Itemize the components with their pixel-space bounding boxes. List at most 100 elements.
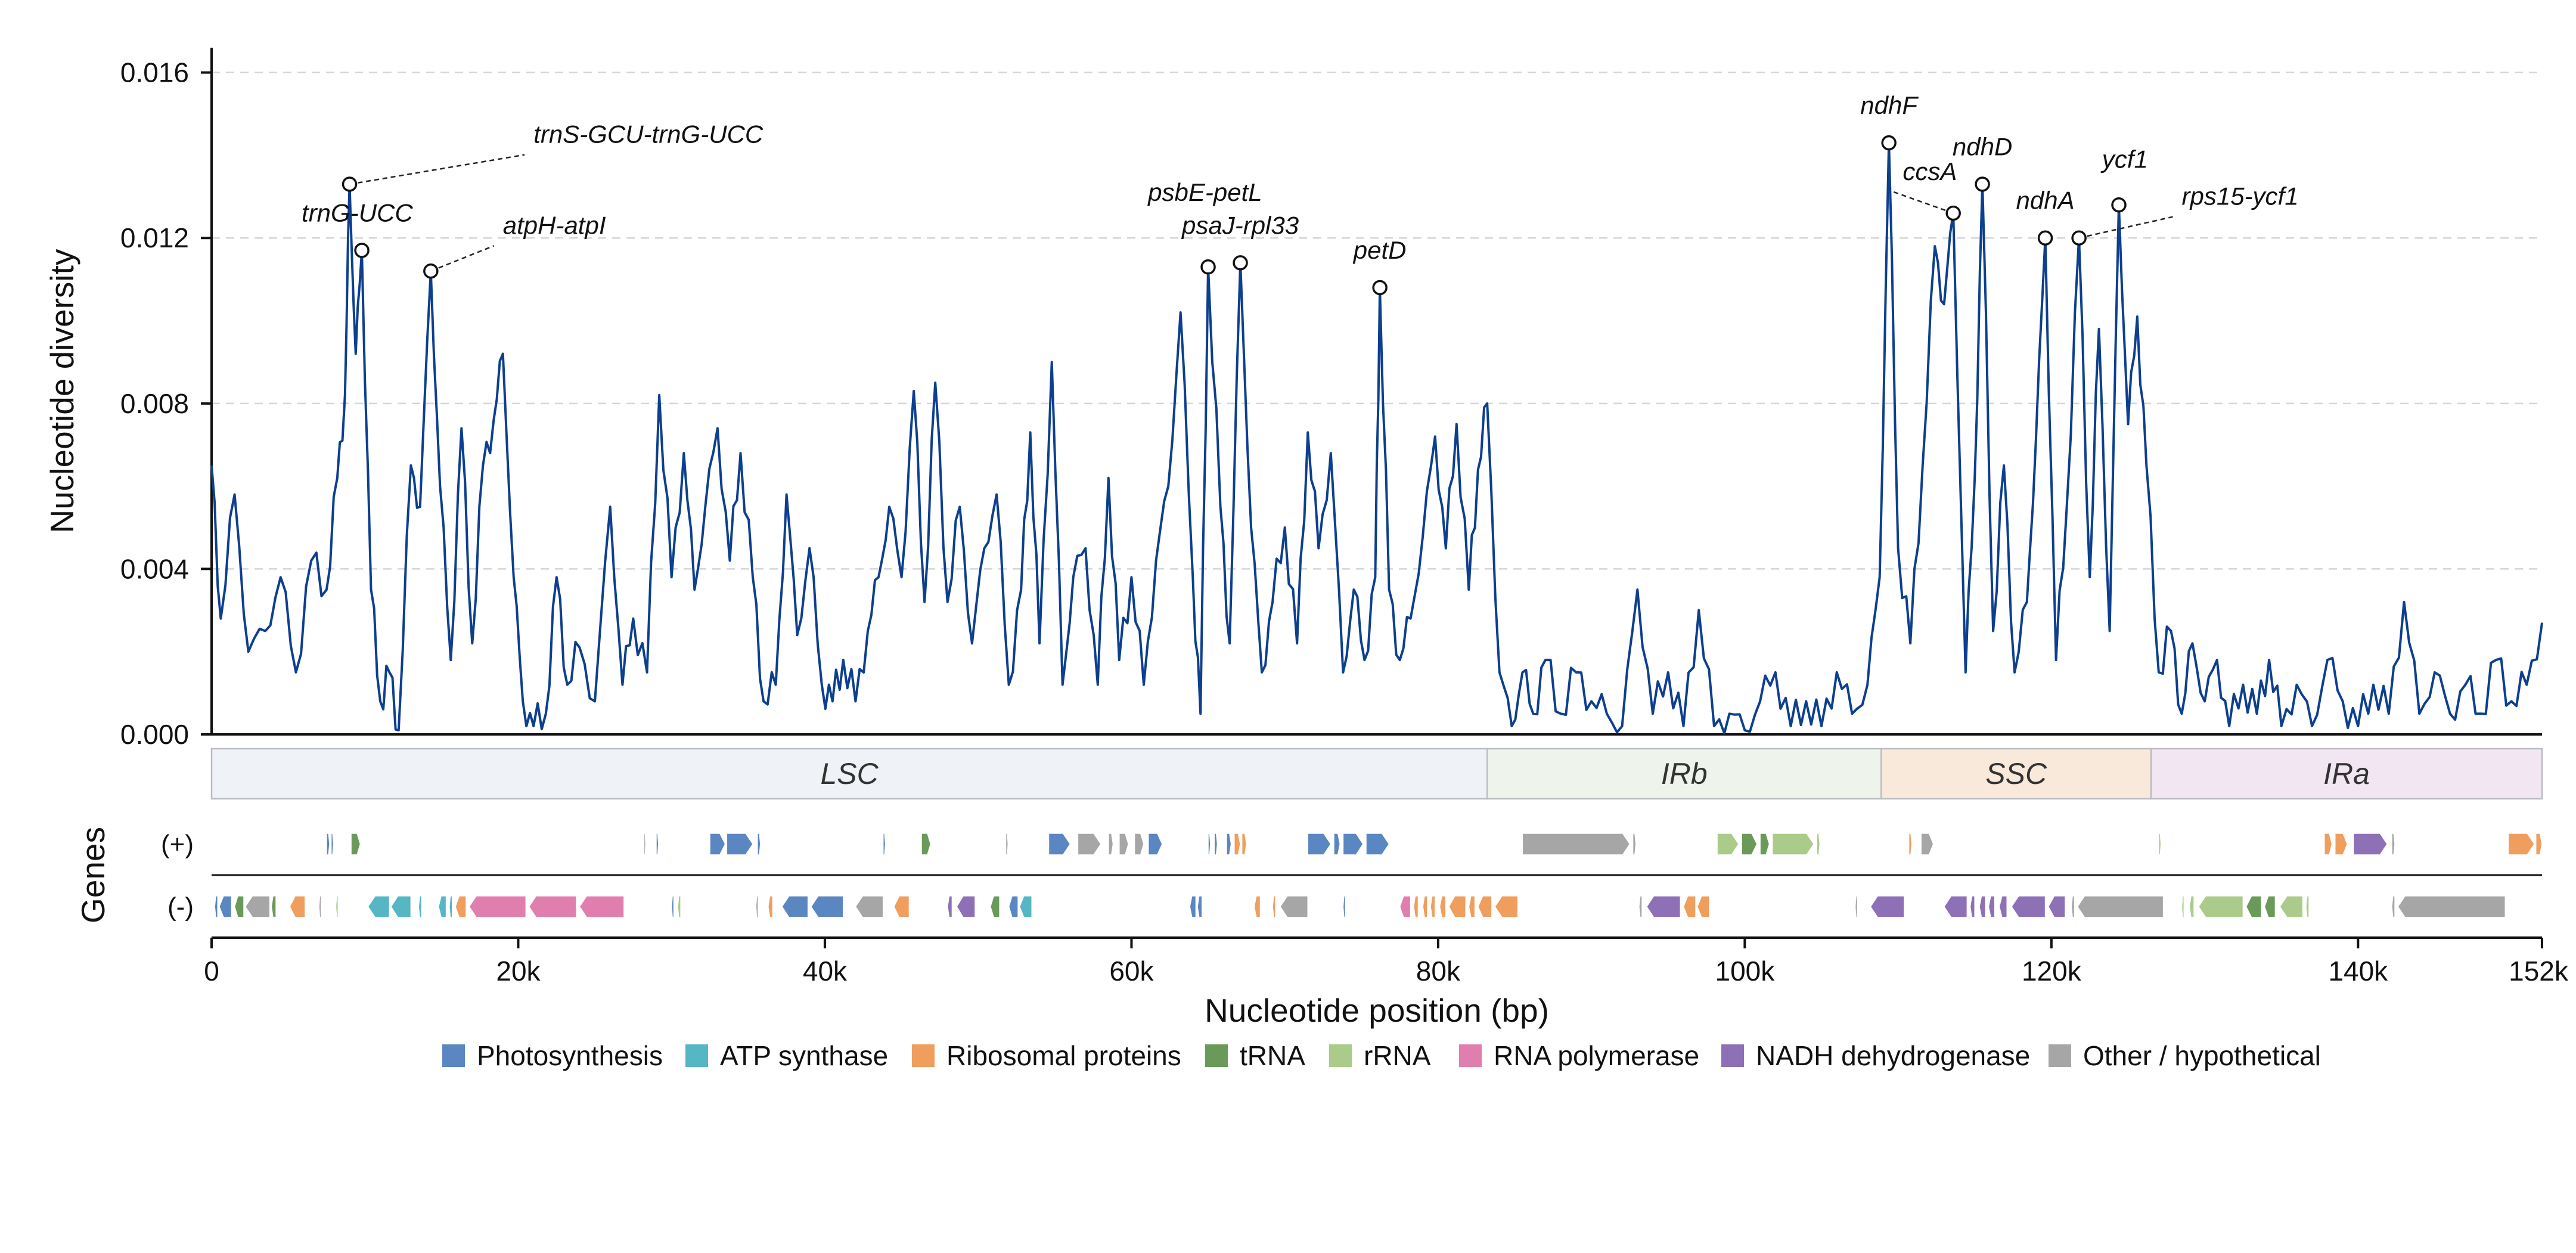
gene-feature bbox=[2264, 895, 2276, 918]
peak-marker bbox=[2037, 230, 2053, 246]
gene-feature bbox=[1307, 833, 1332, 855]
gene-feature bbox=[1048, 833, 1071, 855]
peak-marker bbox=[1975, 176, 1990, 192]
y-gridlines bbox=[212, 72, 2542, 570]
y-tick-label: 0.008 bbox=[120, 388, 189, 419]
legend-label: RNA polymerase bbox=[1494, 1040, 1699, 1071]
peak-label: ndhA bbox=[2016, 187, 2075, 215]
gene-feature bbox=[350, 833, 361, 855]
legend-label: ATP synthase bbox=[720, 1040, 888, 1071]
gene-feature bbox=[921, 833, 932, 855]
legend-swatch bbox=[912, 1044, 935, 1067]
peak-leader-line bbox=[349, 154, 525, 185]
gene-feature bbox=[677, 895, 681, 918]
peak-label: ndhF bbox=[1860, 91, 1919, 119]
legend-label: Other / hypothetical bbox=[2083, 1040, 2321, 1071]
gene-feature bbox=[755, 895, 759, 918]
gene-feature bbox=[234, 895, 244, 918]
gene-feature bbox=[946, 895, 953, 918]
gene-feature bbox=[1119, 833, 1129, 855]
gene-feature bbox=[1816, 833, 1821, 855]
gene-feature bbox=[2305, 895, 2310, 918]
gene-feature bbox=[2158, 833, 2162, 855]
y-axis-ticks: 0.000 0.004 0.008 0.012 0.016 bbox=[120, 57, 212, 750]
gene-feature bbox=[1969, 895, 1975, 918]
gene-feature bbox=[1717, 833, 1739, 855]
gene-feature bbox=[271, 895, 277, 918]
gene-feature bbox=[643, 833, 647, 855]
gene-feature bbox=[1439, 895, 1447, 918]
region-block bbox=[1880, 748, 2152, 800]
minus-strand-label: (-) bbox=[167, 892, 194, 922]
peak-marker bbox=[342, 176, 358, 192]
gene-feature bbox=[757, 833, 761, 855]
gene-feature bbox=[2535, 833, 2543, 855]
gene-feature bbox=[1979, 895, 1986, 918]
gene-feature bbox=[468, 895, 527, 918]
gene-feature bbox=[1342, 833, 1364, 855]
peak-label: ycf1 bbox=[2100, 145, 2148, 173]
gene-feature bbox=[1430, 895, 1436, 918]
peak-label: psbE-petL bbox=[1147, 178, 1262, 206]
x-tick-label: 120k bbox=[2022, 956, 2082, 987]
gene-feature bbox=[1870, 895, 1905, 918]
gene-feature bbox=[2397, 895, 2506, 918]
peak-leader-line bbox=[430, 245, 495, 272]
peak-marker bbox=[2111, 197, 2127, 213]
gene-feature bbox=[326, 833, 330, 855]
legend-swatch bbox=[1721, 1044, 1744, 1067]
gene-feature bbox=[882, 833, 886, 855]
y-tick-label: 0.004 bbox=[120, 553, 189, 584]
x-tick-label: 20k bbox=[496, 956, 541, 987]
gene-feature bbox=[1468, 895, 1476, 918]
gene-feature bbox=[1638, 895, 1643, 918]
gene-feature bbox=[335, 895, 339, 918]
region-label: LSC bbox=[820, 757, 879, 790]
peak-marker bbox=[423, 263, 439, 279]
gene-feature bbox=[1005, 833, 1009, 855]
gene-feature bbox=[1494, 895, 1519, 918]
y-tick-label: 0.012 bbox=[120, 222, 189, 253]
gene-feature bbox=[528, 895, 577, 918]
gene-feature bbox=[2352, 833, 2388, 855]
peak-label: trnS-GCU-trnG-UCC bbox=[533, 120, 764, 148]
gene-feature bbox=[2181, 895, 2185, 918]
gene-feature bbox=[1988, 895, 1995, 918]
gene-feature bbox=[2334, 833, 2348, 855]
gene-feature bbox=[214, 895, 219, 918]
gene-feature bbox=[893, 895, 910, 918]
gene-feature bbox=[1920, 833, 1934, 855]
gene-feature bbox=[244, 895, 271, 918]
gene-feature bbox=[1019, 895, 1032, 918]
gene-feature bbox=[1771, 833, 1815, 855]
gene-feature bbox=[1683, 895, 1696, 918]
gene-feature bbox=[219, 895, 232, 918]
x-tick-label: 140k bbox=[2328, 956, 2388, 987]
gene-feature bbox=[1241, 833, 1247, 855]
gene-feature bbox=[1448, 895, 1466, 918]
x-axis-ticks: 0 20k 40k 60k 80k 100k 120k 140k 152k bbox=[204, 938, 2569, 987]
y-tick-label: 0.016 bbox=[120, 57, 189, 88]
x-tick-label: 100k bbox=[1715, 956, 1775, 987]
peak-marker bbox=[1945, 205, 1961, 221]
legend-label: rRNA bbox=[1364, 1040, 1431, 1071]
gene-feature bbox=[330, 833, 334, 855]
gene-feature bbox=[367, 895, 390, 918]
region-block bbox=[1486, 748, 1882, 800]
gene-feature bbox=[1477, 895, 1492, 918]
region-block bbox=[210, 748, 1488, 800]
peak-label: rps15-ycf1 bbox=[2181, 182, 2298, 210]
gene-feature bbox=[1646, 895, 1681, 918]
plus-strand-label: (+) bbox=[161, 830, 194, 859]
gene-feature bbox=[1208, 833, 1211, 855]
gene-feature bbox=[1854, 895, 1858, 918]
gene-feature bbox=[1696, 895, 1710, 918]
plus-strand-genes bbox=[326, 833, 2543, 855]
gene-feature bbox=[2189, 895, 2195, 918]
gene-feature bbox=[989, 895, 1000, 918]
gene-feature bbox=[2077, 895, 2164, 918]
gene-feature bbox=[2011, 895, 2046, 918]
peak-marker bbox=[1372, 280, 1388, 296]
peak-leader-line bbox=[1893, 191, 1954, 214]
